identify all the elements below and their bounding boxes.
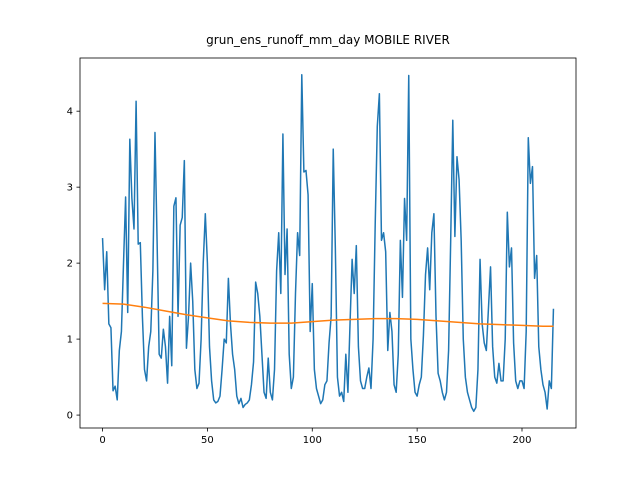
chart-title: grun_ens_runoff_mm_day MOBILE RIVER <box>206 33 450 47</box>
x-tick-label: 100 <box>303 435 322 446</box>
y-tick-label: 4 <box>67 107 73 118</box>
data-line <box>102 302 554 327</box>
x-tick-label: 50 <box>201 435 214 446</box>
x-tick-label: 200 <box>512 435 531 446</box>
y-tick-label: 3 <box>67 183 73 194</box>
data-line <box>101 73 555 413</box>
x-tick-label: 150 <box>408 435 427 446</box>
y-tick-label: 2 <box>67 259 73 270</box>
x-tick-label: 0 <box>99 435 105 446</box>
plot-frame <box>79 57 577 429</box>
y-tick-label: 0 <box>67 411 73 422</box>
y-tick-label: 1 <box>67 335 73 346</box>
